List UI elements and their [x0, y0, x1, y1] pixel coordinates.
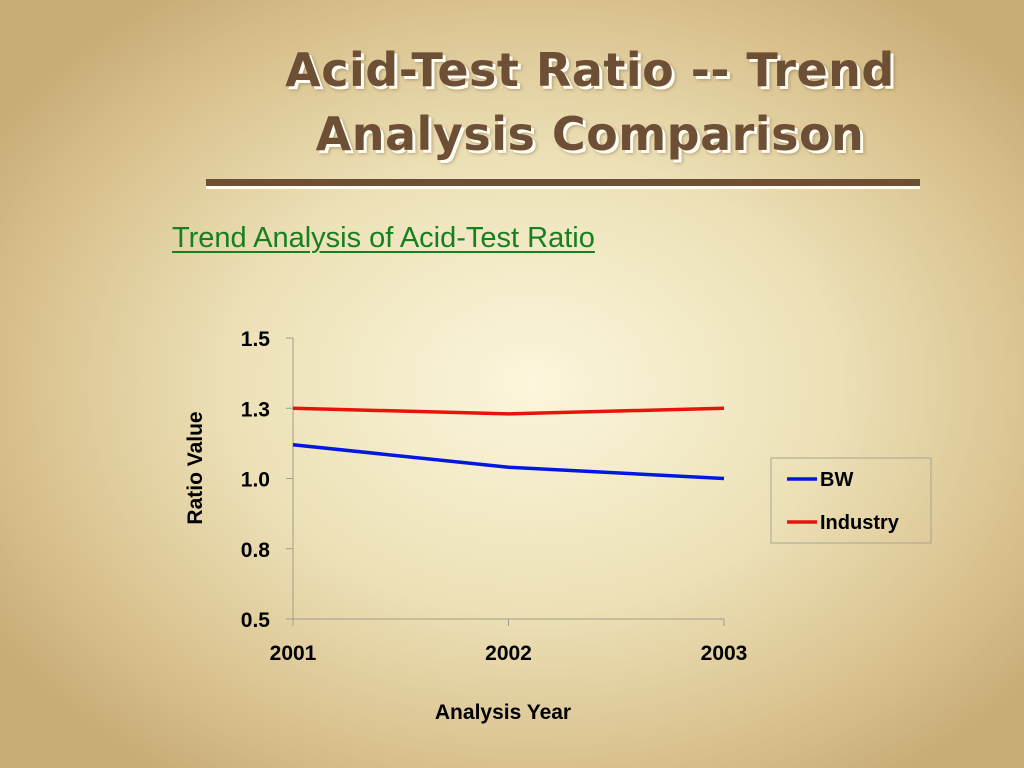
- slide-title: Acid-Test Ratio -- Trend Analysis Compar…: [200, 38, 980, 166]
- series-line-industry: [292, 406, 725, 416]
- y-tick-label: 1.5: [241, 328, 271, 351]
- legend-box: [770, 457, 932, 544]
- title-underline: [206, 179, 920, 186]
- legend-label-bw: BW: [820, 469, 853, 491]
- slide-title-line-2: Analysis Comparison: [315, 107, 865, 161]
- slide-title-line-1: Acid-Test Ratio -- Trend: [285, 43, 895, 97]
- y-tick-label: 0.8: [241, 539, 271, 562]
- y-axis-label: Ratio Value: [184, 411, 207, 524]
- x-tick-label: 2003: [701, 642, 748, 665]
- y-tick-label: 1.0: [241, 469, 270, 492]
- x-axis-label: Analysis Year: [435, 701, 571, 724]
- chart-ticks: 1.5 1.3 1.0 0.8 0.5 2001 2002 2003: [241, 328, 748, 665]
- chart-subtitle: Trend Analysis of Acid-Test Ratio: [172, 222, 595, 254]
- x-tick-label: 2002: [485, 642, 532, 665]
- chart-axes: [292, 338, 724, 620]
- series-line-bw: [292, 443, 725, 481]
- legend-label-industry: Industry: [820, 512, 900, 534]
- chart-legend: BW Industry: [770, 457, 932, 544]
- x-tick-label: 2001: [270, 642, 317, 665]
- chart-series: [292, 406, 725, 481]
- y-tick-label: 1.3: [241, 398, 270, 421]
- y-tick-label: 0.5: [241, 609, 271, 632]
